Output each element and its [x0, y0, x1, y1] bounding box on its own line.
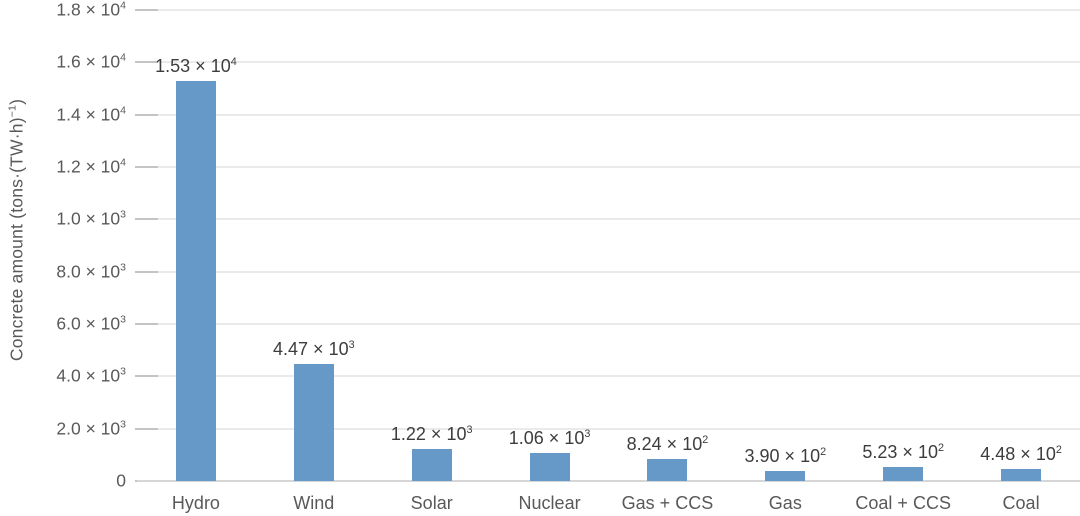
x-tick-label: Gas + CCS — [621, 493, 714, 513]
bar-value-label: 1.06 × 103 — [508, 428, 591, 449]
gridline — [137, 218, 1080, 221]
bar-value-label: 1.53 × 104 — [155, 55, 237, 76]
y-axis-tick — [135, 270, 158, 273]
bar-value-label: 4.48 × 102 — [980, 444, 1062, 465]
x-tick-label: Nuclear — [518, 493, 581, 513]
bar-wind — [293, 364, 334, 481]
gridline — [137, 9, 1080, 11]
bar-value-label: 3.90 × 102 — [744, 445, 827, 466]
x-tick-label: Gas — [768, 493, 802, 513]
gridline — [137, 113, 1080, 116]
y-axis-tick — [135, 166, 158, 168]
gridline — [137, 61, 1080, 64]
y-tick-label: 1.2 × 104 — [56, 156, 126, 177]
y-tick-label: 1.0 × 103 — [56, 208, 126, 229]
y-axis-tick — [135, 218, 158, 221]
y-tick-label: 4.0 × 103 — [56, 365, 126, 386]
bar-coal-ccs — [883, 467, 924, 481]
y-axis-tick — [135, 375, 158, 378]
y-tick-label: 6.0 × 103 — [56, 313, 126, 334]
y-tick-label: 1.8 × 104 — [56, 0, 126, 20]
x-tick-label: Coal + CCS — [855, 493, 951, 513]
x-axis-line — [137, 480, 1080, 482]
bar-gas-ccs — [647, 459, 688, 481]
x-tick-label: Wind — [293, 493, 335, 513]
bar-hydro — [175, 80, 216, 481]
gridline — [137, 270, 1080, 273]
y-axis-tick — [135, 323, 158, 325]
y-tick-label: 1.4 × 104 — [56, 104, 126, 125]
bar-solar — [411, 449, 452, 481]
bar-gas — [765, 470, 806, 481]
y-tick-label: 2.0 × 103 — [56, 418, 126, 439]
gridline — [137, 427, 1080, 430]
bar-coal — [1001, 469, 1042, 481]
y-tick-label: 8.0 × 103 — [56, 261, 126, 282]
y-axis-tick — [135, 9, 158, 11]
x-tick-label: Hydro — [171, 493, 220, 513]
x-tick-label: Coal — [1002, 493, 1040, 513]
bar-value-label: 1.22 × 103 — [390, 424, 473, 445]
x-tick-label: Solar — [410, 493, 453, 513]
gridline — [137, 166, 1080, 168]
gridline — [137, 323, 1080, 325]
y-tick-label: 0 — [116, 470, 126, 491]
gridline — [137, 375, 1080, 378]
y-axis-tick — [135, 113, 158, 116]
bar-value-label: 5.23 × 102 — [862, 442, 944, 463]
bar-value-label: 4.47 × 103 — [273, 339, 355, 360]
bar-nuclear — [529, 453, 570, 481]
y-axis-tick — [135, 61, 158, 64]
bar-value-label: 8.24 × 102 — [626, 434, 709, 455]
y-tick-label: 1.6 × 104 — [56, 51, 126, 72]
y-axis-tick — [135, 427, 158, 430]
